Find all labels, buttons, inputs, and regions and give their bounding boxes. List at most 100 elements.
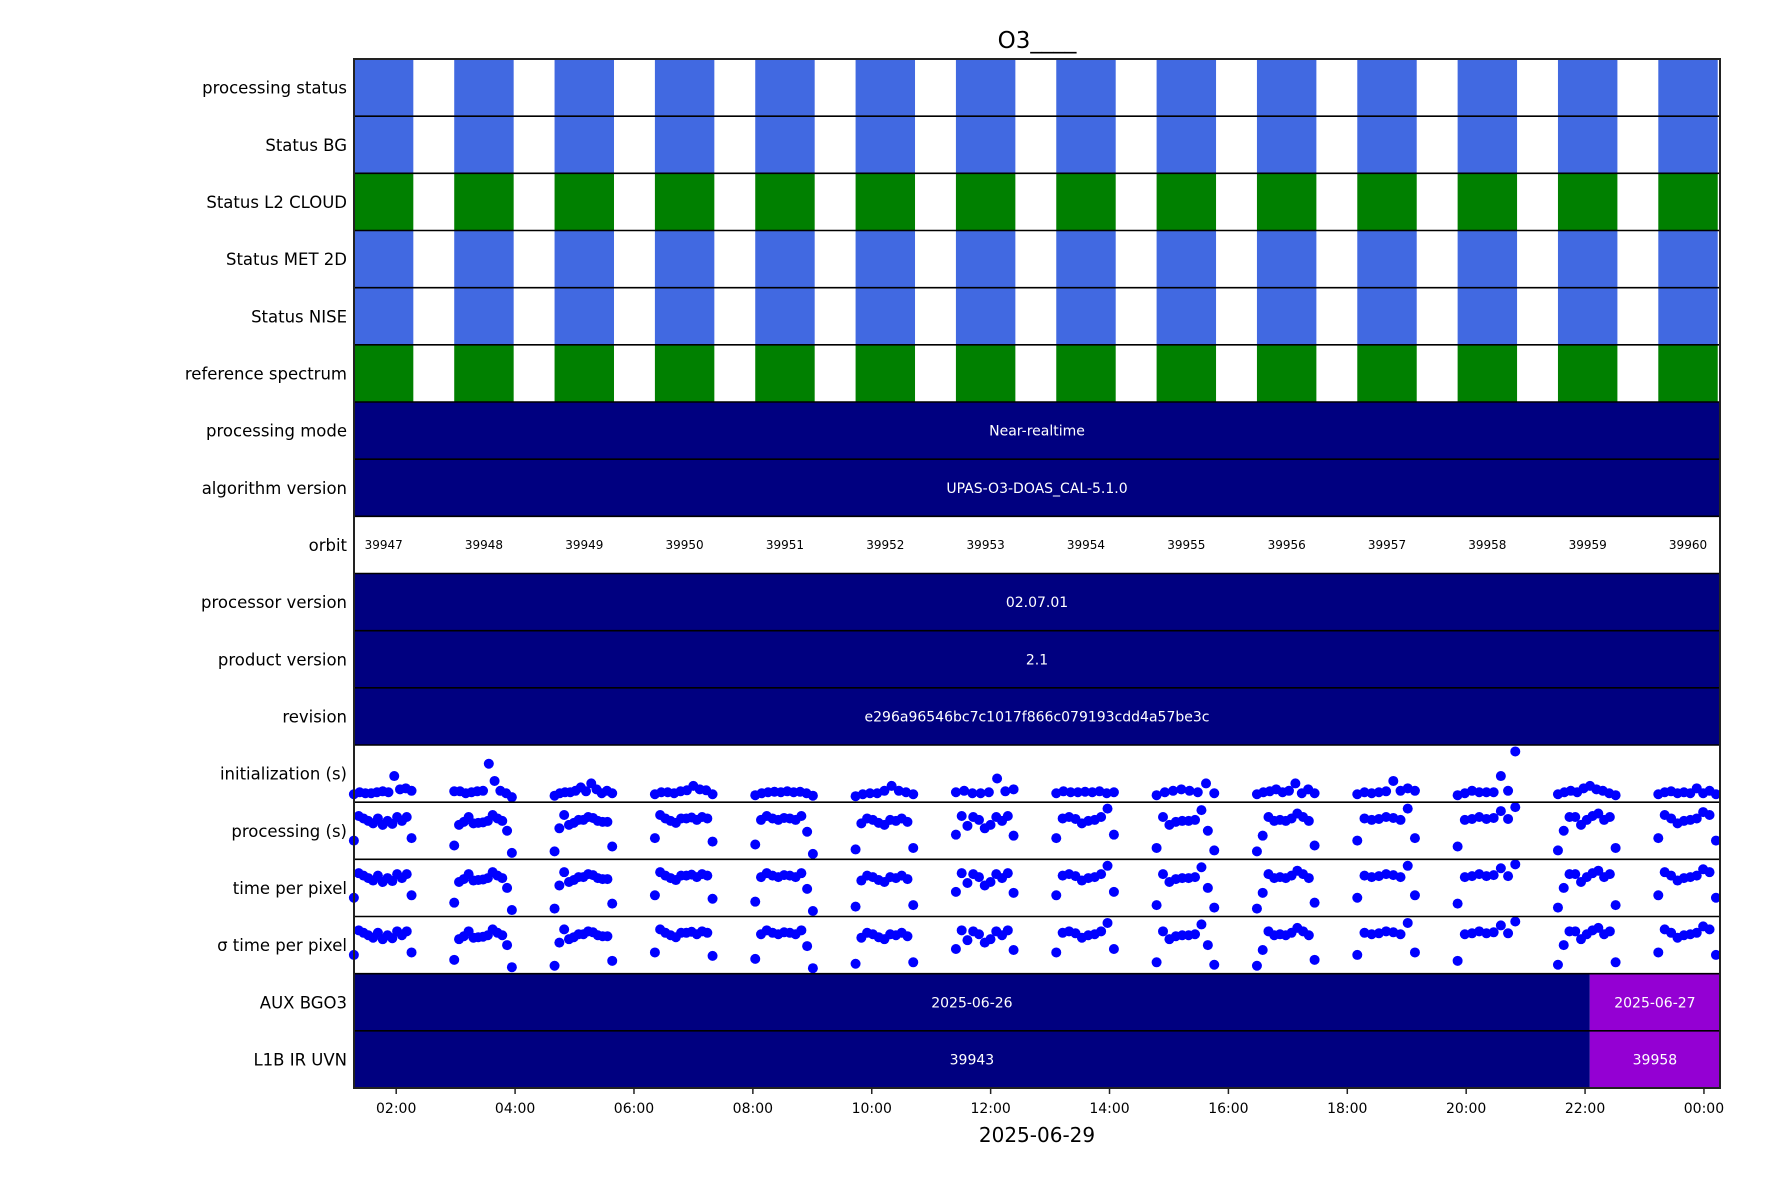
data-point bbox=[607, 841, 618, 852]
data-point bbox=[807, 906, 818, 917]
row-status-nise: Status NISE bbox=[251, 286, 1720, 345]
plot-frame bbox=[353, 58, 1721, 1089]
data-point bbox=[1309, 840, 1320, 851]
data-point bbox=[1593, 808, 1604, 819]
data-point bbox=[1402, 803, 1413, 814]
data-point bbox=[1610, 790, 1621, 801]
data-point bbox=[1209, 788, 1220, 799]
orbit-number: 39951 bbox=[766, 538, 804, 552]
orbit-number: 39947 bbox=[365, 538, 403, 552]
row-label: processing (s) bbox=[231, 822, 347, 841]
orbit-status-block bbox=[554, 230, 615, 288]
orbit-number: 39956 bbox=[1268, 538, 1306, 552]
value-segment bbox=[354, 630, 1720, 688]
data-point bbox=[973, 814, 984, 825]
data-point bbox=[1190, 929, 1201, 940]
row-reference-spectrum: reference spectrum bbox=[185, 344, 1720, 402]
orbit-status-block bbox=[354, 230, 414, 288]
orbit-status-block bbox=[955, 59, 1016, 117]
data-point bbox=[1503, 813, 1514, 824]
orbit-status-block bbox=[955, 173, 1016, 231]
data-point bbox=[478, 785, 489, 796]
data-point bbox=[401, 926, 412, 937]
data-point bbox=[1558, 882, 1569, 893]
orbit-status-block bbox=[354, 116, 414, 174]
segment-label: 02.07.01 bbox=[1006, 595, 1068, 611]
orbit-number: 39948 bbox=[465, 538, 503, 552]
segment-label: e296a96546bc7c1017f866c079193cdd4a57be3c bbox=[865, 709, 1210, 725]
data-point bbox=[1610, 900, 1621, 911]
row-label: product version bbox=[218, 650, 347, 669]
data-point bbox=[1510, 802, 1521, 813]
data-point bbox=[1495, 920, 1506, 931]
data-point bbox=[1452, 841, 1463, 852]
data-point bbox=[483, 758, 494, 769]
row-algorithm-version: algorithm version UPAS-O3-DOAS_CAL-5.1.0 bbox=[202, 458, 1720, 517]
x-tick-label: 14:00 bbox=[1089, 1101, 1129, 1117]
orbit-status-block bbox=[955, 230, 1016, 288]
orbit-status-block bbox=[454, 230, 514, 288]
data-point bbox=[1395, 814, 1406, 825]
orbit-status-block bbox=[755, 287, 815, 345]
data-point bbox=[1710, 835, 1721, 846]
data-point bbox=[1102, 860, 1113, 871]
data-point bbox=[1503, 871, 1514, 882]
orbit-status-block bbox=[1256, 116, 1317, 174]
data-point bbox=[554, 937, 565, 948]
row-time-per-pixel: time per pixel bbox=[233, 858, 1721, 917]
data-point bbox=[497, 815, 508, 826]
row-label: Status MET 2D bbox=[226, 250, 347, 269]
segment-label: 2025-06-26 bbox=[931, 995, 1012, 1011]
data-point bbox=[807, 848, 818, 859]
data-point bbox=[1488, 870, 1499, 881]
data-point bbox=[950, 886, 961, 897]
data-point bbox=[1251, 903, 1262, 914]
orbit-status-block bbox=[1658, 173, 1718, 231]
orbit-status-block bbox=[1256, 230, 1317, 288]
data-point bbox=[1570, 926, 1581, 937]
orbit-status-block bbox=[755, 116, 815, 174]
data-point bbox=[707, 836, 718, 847]
row-aux-bgo3: AUX BGO3 2025-06-26 2025-06-27 bbox=[260, 972, 1720, 1031]
x-tick-label: 12:00 bbox=[970, 1101, 1010, 1117]
value-segment bbox=[354, 973, 1590, 1031]
data-point bbox=[401, 869, 412, 880]
orbit-status-block bbox=[1457, 116, 1518, 174]
data-point bbox=[401, 811, 412, 822]
data-point bbox=[497, 873, 508, 884]
orbit-status-block bbox=[1056, 59, 1116, 117]
orbit-status-block bbox=[454, 287, 514, 345]
data-point bbox=[1096, 869, 1107, 880]
data-point bbox=[985, 819, 996, 830]
row-processing-status: processing status bbox=[202, 58, 1720, 117]
data-point bbox=[1653, 890, 1664, 901]
x-tick-label: 10:00 bbox=[852, 1101, 892, 1117]
orbit-status-block bbox=[1457, 230, 1518, 288]
orbit-status-block bbox=[1156, 230, 1217, 288]
data-point bbox=[406, 947, 417, 958]
orbit-status-block bbox=[654, 173, 715, 231]
data-point bbox=[1176, 784, 1187, 795]
data-point bbox=[956, 811, 967, 821]
data-point bbox=[1495, 771, 1506, 782]
data-point bbox=[1610, 842, 1621, 853]
data-point bbox=[1051, 833, 1062, 844]
data-point bbox=[1402, 860, 1413, 871]
data-point bbox=[950, 829, 961, 840]
data-point bbox=[864, 788, 875, 799]
data-point bbox=[1653, 947, 1664, 958]
data-point bbox=[1653, 833, 1664, 844]
orbit-status-block bbox=[1457, 173, 1518, 231]
data-point bbox=[1002, 811, 1013, 821]
row-label: algorithm version bbox=[202, 479, 347, 498]
data-point bbox=[702, 813, 713, 824]
data-point bbox=[1158, 869, 1169, 880]
data-point bbox=[607, 955, 618, 966]
data-point bbox=[502, 882, 513, 893]
data-point bbox=[1202, 825, 1213, 836]
data-point bbox=[1151, 790, 1162, 801]
data-point bbox=[1283, 785, 1294, 796]
data-point bbox=[707, 893, 718, 904]
data-point bbox=[554, 823, 565, 834]
orbit-status-block bbox=[354, 287, 414, 345]
